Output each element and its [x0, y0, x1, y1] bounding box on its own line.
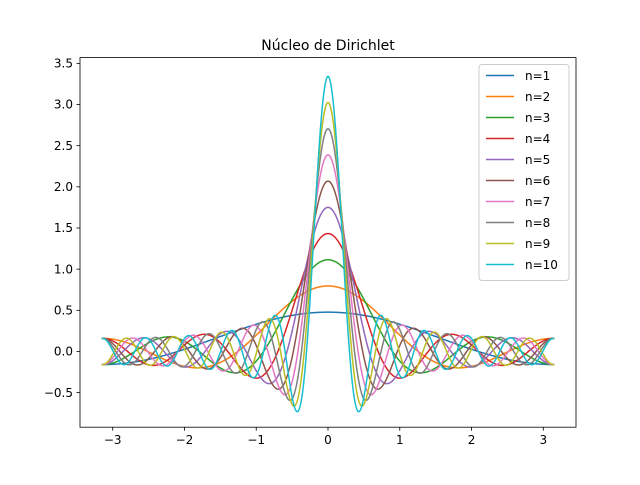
y-tick-label: 1.0	[54, 262, 73, 276]
x-tick-label: 1	[396, 433, 404, 447]
y-tick-label: 1.5	[54, 221, 73, 235]
y-tick-label: 0.5	[54, 304, 73, 318]
legend-box	[478, 64, 570, 281]
series-line-n=8	[101, 128, 555, 402]
x-tick-label: 2	[468, 433, 476, 447]
y-tick-label: 0.0	[54, 345, 73, 359]
y-tick-label: 3.5	[54, 57, 73, 71]
chart-title: Núcleo de Dirichlet	[261, 38, 395, 54]
y-axis: −0.5 0.0 0.5 1.0 1.5 2.0 2.5 3.0 3.5	[44, 57, 80, 400]
series-line-n=10	[101, 75, 555, 413]
legend-label: n=10	[525, 258, 558, 272]
x-axis: −3 −2 −1 0 1 2 3	[104, 427, 547, 447]
legend-label: n=7	[525, 195, 550, 209]
legend-label: n=9	[525, 237, 550, 251]
legend-label: n=1	[525, 69, 550, 83]
series-line-n=9	[101, 101, 555, 407]
y-tick-label: 3.0	[54, 98, 73, 112]
y-tick-label: −0.5	[44, 386, 73, 400]
legend-label: n=3	[525, 111, 550, 125]
legend-label: n=6	[525, 174, 550, 188]
y-tick-label: 2.5	[54, 139, 73, 153]
x-tick-label: −3	[104, 433, 122, 447]
legend-label: n=2	[525, 90, 550, 104]
x-tick-label: −2	[176, 433, 194, 447]
x-tick-label: 3	[539, 433, 547, 447]
legend: n=1 n=2 n=3 n=4 n=5 n=6 n=7 n=8 n=9 n=10	[478, 64, 570, 281]
y-tick-label: 2.0	[54, 180, 73, 194]
x-tick-label: −1	[247, 433, 265, 447]
series-group	[101, 75, 555, 413]
legend-label: n=4	[525, 132, 550, 146]
legend-label: n=5	[525, 153, 550, 167]
legend-label: n=8	[525, 216, 550, 230]
x-tick-label: 0	[324, 433, 332, 447]
